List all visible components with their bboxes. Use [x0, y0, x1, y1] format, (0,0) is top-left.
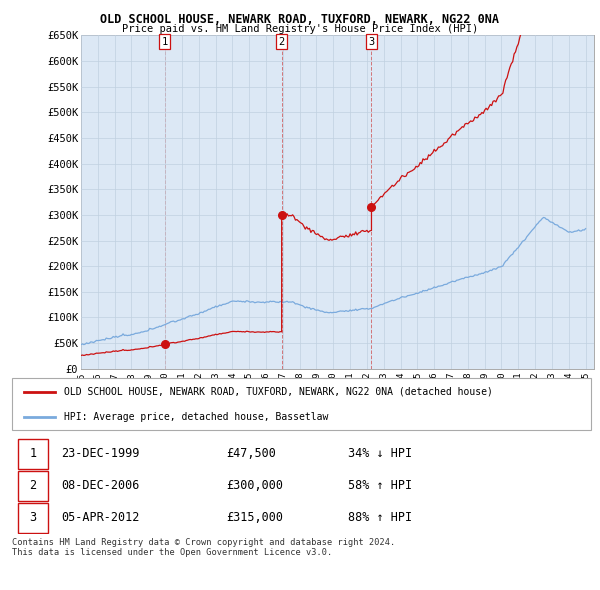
- Text: 2: 2: [278, 37, 285, 47]
- Text: 05-APR-2012: 05-APR-2012: [61, 512, 140, 525]
- Text: £47,500: £47,500: [226, 447, 276, 460]
- Text: 88% ↑ HPI: 88% ↑ HPI: [348, 512, 412, 525]
- Text: 1: 1: [29, 447, 37, 460]
- Text: 23-DEC-1999: 23-DEC-1999: [61, 447, 140, 460]
- Text: HPI: Average price, detached house, Bassetlaw: HPI: Average price, detached house, Bass…: [64, 412, 328, 421]
- Text: £300,000: £300,000: [226, 479, 283, 492]
- Text: 2: 2: [29, 479, 37, 492]
- Text: 34% ↓ HPI: 34% ↓ HPI: [348, 447, 412, 460]
- FancyBboxPatch shape: [12, 378, 591, 430]
- Text: 3: 3: [29, 512, 37, 525]
- Text: OLD SCHOOL HOUSE, NEWARK ROAD, TUXFORD, NEWARK, NG22 0NA (detached house): OLD SCHOOL HOUSE, NEWARK ROAD, TUXFORD, …: [64, 386, 493, 396]
- Text: £315,000: £315,000: [226, 512, 283, 525]
- Text: 3: 3: [368, 37, 374, 47]
- FancyBboxPatch shape: [18, 439, 48, 468]
- Text: OLD SCHOOL HOUSE, NEWARK ROAD, TUXFORD, NEWARK, NG22 0NA: OLD SCHOOL HOUSE, NEWARK ROAD, TUXFORD, …: [101, 13, 499, 26]
- Text: Price paid vs. HM Land Registry's House Price Index (HPI): Price paid vs. HM Land Registry's House …: [122, 24, 478, 34]
- Text: 58% ↑ HPI: 58% ↑ HPI: [348, 479, 412, 492]
- FancyBboxPatch shape: [18, 503, 48, 533]
- FancyBboxPatch shape: [18, 471, 48, 501]
- Text: Contains HM Land Registry data © Crown copyright and database right 2024.
This d: Contains HM Land Registry data © Crown c…: [12, 538, 395, 558]
- Text: 08-DEC-2006: 08-DEC-2006: [61, 479, 140, 492]
- Text: 1: 1: [161, 37, 168, 47]
